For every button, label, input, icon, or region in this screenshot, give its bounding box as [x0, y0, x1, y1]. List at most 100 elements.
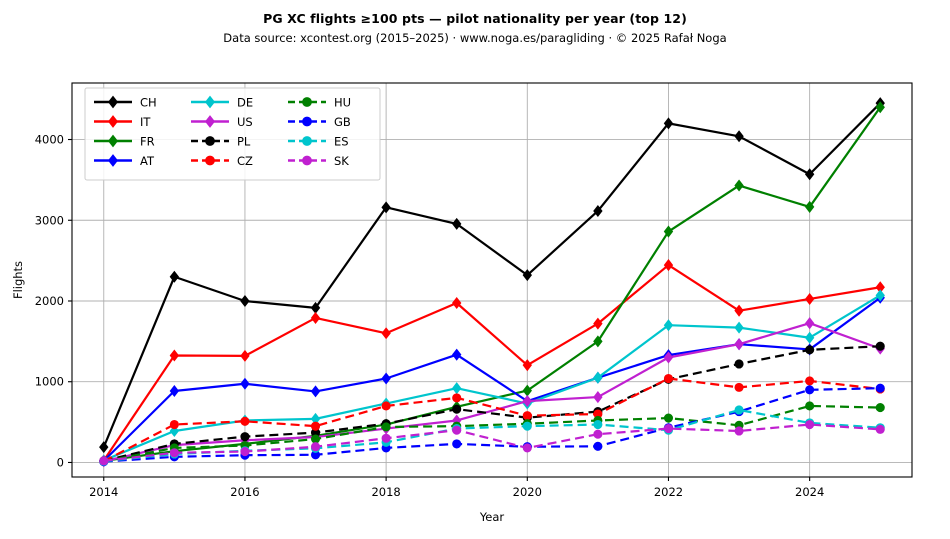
data-point-marker [593, 204, 603, 217]
data-point-marker [302, 116, 312, 127]
legend-label: SK [334, 154, 349, 168]
data-point-marker [169, 270, 180, 283]
legend-label: PL [237, 135, 251, 149]
legend-label: AT [140, 154, 155, 168]
data-point-marker [99, 456, 109, 466]
data-point-marker [452, 217, 462, 230]
data-point-marker [452, 404, 462, 414]
data-point-marker [593, 391, 603, 404]
legend-item-GB[interactable]: GB [288, 115, 351, 129]
data-point-marker [663, 413, 674, 423]
data-point-marker [240, 349, 250, 362]
data-point-marker [522, 395, 532, 408]
data-point-marker [302, 97, 312, 107]
series-line [103, 404, 881, 463]
data-point-marker [663, 117, 674, 130]
data-point-marker [734, 304, 744, 317]
data-point-marker [240, 416, 250, 426]
series-layer [99, 97, 885, 468]
data-point-marker [875, 403, 885, 413]
data-point-marker [205, 136, 215, 146]
series-line [103, 322, 881, 463]
legend-item-ES[interactable]: ES [288, 135, 349, 149]
data-point-marker [204, 95, 216, 109]
data-point-marker [734, 426, 744, 436]
data-point-marker [107, 95, 119, 109]
data-point-marker [169, 448, 179, 458]
data-point-marker [805, 345, 815, 355]
data-point-marker [310, 421, 321, 431]
data-point-marker [734, 179, 744, 192]
data-point-marker [310, 442, 321, 452]
legend-label: CH [140, 96, 157, 110]
data-point-marker [875, 383, 885, 393]
series-US [99, 317, 885, 468]
data-point-marker [805, 376, 815, 386]
data-point-marker [452, 393, 462, 403]
data-point-marker [522, 411, 532, 421]
data-point-marker [663, 373, 674, 384]
x-axis-label: Year [479, 510, 505, 524]
data-point-marker [804, 331, 815, 344]
data-point-marker [734, 359, 744, 369]
data-point-marker [381, 401, 391, 411]
data-point-marker [169, 419, 179, 430]
data-point-marker [452, 348, 462, 361]
x-tick-label: 2016 [230, 485, 259, 499]
data-point-marker [593, 371, 603, 384]
data-point-marker [205, 155, 215, 166]
data-point-marker [804, 200, 815, 213]
legend-label: IT [140, 115, 151, 129]
y-tick-label: 0 [57, 455, 64, 469]
series-line [102, 263, 881, 462]
data-point-marker [452, 425, 462, 435]
data-point-marker [522, 384, 532, 397]
legend-item-HU[interactable]: HU [288, 96, 351, 110]
x-tick-label: 2020 [513, 485, 542, 499]
legend-label: ES [334, 135, 349, 149]
data-point-marker [804, 292, 815, 305]
data-point-marker [240, 294, 250, 308]
legend-item-CH[interactable]: CH [94, 96, 157, 110]
data-point-marker [107, 134, 119, 148]
data-point-marker [169, 385, 180, 398]
data-point-marker [593, 441, 603, 451]
data-point-marker [734, 321, 744, 334]
data-point-marker [663, 351, 674, 364]
data-point-marker [734, 405, 744, 415]
data-point-marker [107, 115, 119, 128]
data-point-marker [804, 168, 815, 181]
data-point-marker [381, 327, 391, 340]
legend-item-PL[interactable]: PL [191, 135, 251, 149]
data-point-marker [522, 269, 532, 282]
data-point-marker [804, 317, 815, 330]
grid-layer [72, 83, 912, 477]
data-point-marker [169, 349, 180, 362]
legend-item-FR[interactable]: FR [94, 135, 155, 149]
data-point-marker [310, 311, 321, 324]
data-point-marker [734, 130, 744, 143]
legend-item-IT[interactable]: IT [94, 115, 151, 129]
legend-label: CZ [237, 154, 253, 168]
data-point-marker [204, 115, 216, 128]
data-point-marker [875, 101, 885, 114]
data-point-marker [663, 259, 674, 272]
legend-item-DE[interactable]: DE [191, 96, 253, 110]
y-tick-label: 4000 [35, 133, 64, 147]
legend-item-SK[interactable]: SK [288, 154, 349, 168]
legend-item-AT[interactable]: AT [94, 154, 155, 168]
series-line [103, 294, 881, 462]
legend-label: GB [334, 115, 351, 129]
data-point-marker [734, 338, 744, 351]
data-point-marker [805, 419, 815, 430]
data-point-marker [663, 225, 674, 238]
legend-label: DE [237, 96, 253, 110]
tick-layer: 0 1000 2000 3000 4000 2014 2016 2018 2020 2022 202… [11, 133, 824, 524]
data-point-marker [593, 317, 603, 330]
data-point-marker [381, 372, 391, 385]
legend-item-CZ[interactable]: CZ [191, 154, 253, 168]
data-point-marker [240, 447, 250, 457]
legend-item-US[interactable]: US [191, 115, 253, 129]
